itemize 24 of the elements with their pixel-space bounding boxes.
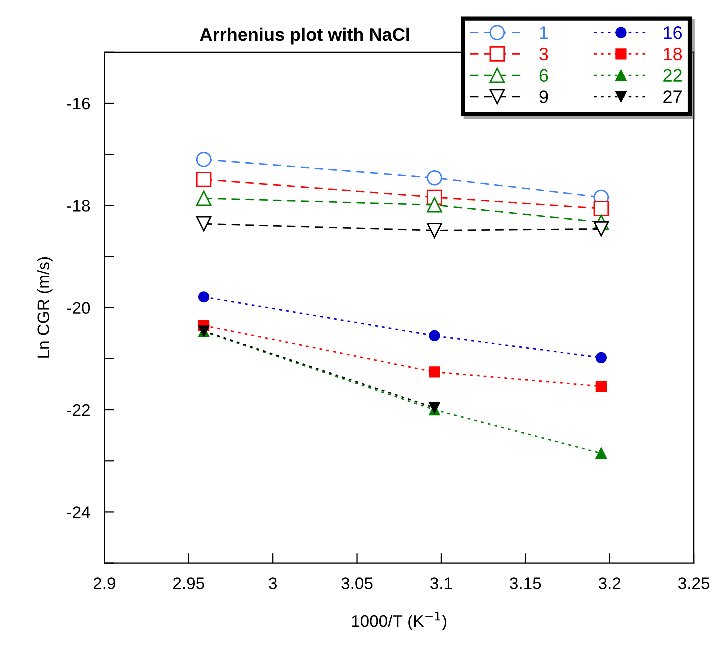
x-tick-label: 3.25 bbox=[678, 578, 710, 590]
legend-label: 9 bbox=[540, 90, 548, 104]
y-tick-label: -20 bbox=[67, 302, 90, 314]
legend-label: 3 bbox=[540, 48, 548, 61]
legend-label: 1 bbox=[540, 26, 548, 40]
y-tick-label: -18 bbox=[67, 200, 90, 212]
x-tick-label: 3.05 bbox=[342, 578, 373, 590]
x-tick-label: 2.95 bbox=[174, 578, 204, 590]
x-tick-label: 3.2 bbox=[598, 578, 621, 590]
y-axis-title: Ln CGR (m/s) bbox=[37, 257, 53, 358]
y-tick-label: -22 bbox=[67, 404, 90, 416]
legend-label: 27 bbox=[664, 90, 682, 104]
x-tick-label: 3.15 bbox=[510, 578, 542, 590]
legend-label: 16 bbox=[664, 26, 682, 40]
x-tick-label: 3.1 bbox=[430, 578, 452, 590]
x-axis-title: 1000/T (K$^{−1}$) bbox=[352, 612, 447, 631]
legend-label: 22 bbox=[664, 69, 682, 82]
y-tick-label: -16 bbox=[67, 98, 90, 110]
chart-title: Arrhenius plot with NaCl bbox=[200, 28, 410, 45]
x-tick-label: 2.9 bbox=[94, 578, 116, 590]
legend-label: 6 bbox=[540, 69, 548, 82]
y-tick-label: -24 bbox=[67, 506, 90, 518]
legend-label: 18 bbox=[664, 48, 682, 61]
x-tick-label: 3 bbox=[269, 578, 277, 590]
